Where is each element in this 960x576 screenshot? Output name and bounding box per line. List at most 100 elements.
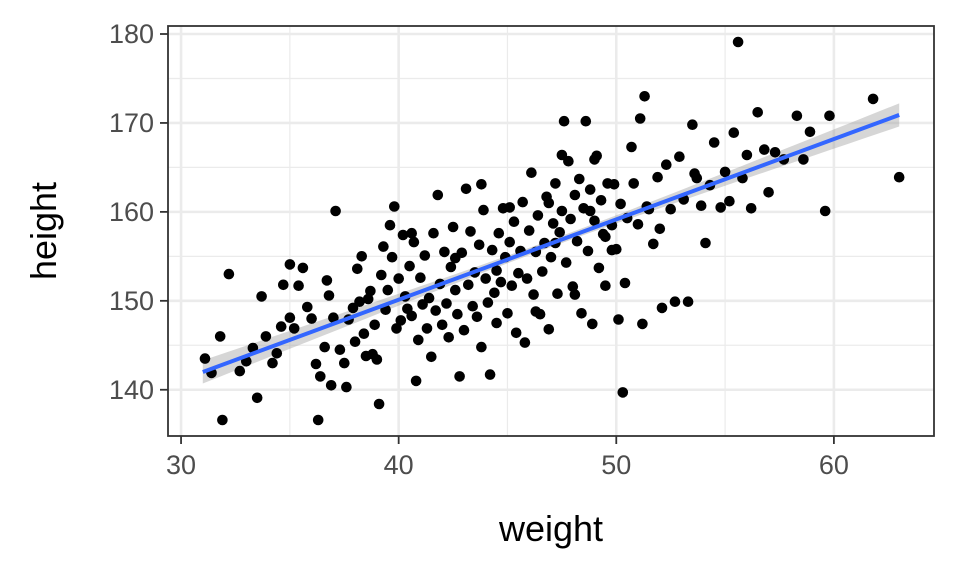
y-tick-label: 150 bbox=[109, 286, 154, 316]
data-point bbox=[695, 200, 707, 211]
data-point bbox=[441, 298, 452, 309]
data-point bbox=[661, 159, 672, 170]
data-point bbox=[306, 313, 317, 324]
data-point bbox=[426, 351, 437, 363]
data-point bbox=[486, 244, 498, 256]
data-point bbox=[378, 241, 389, 252]
data-point bbox=[349, 336, 361, 348]
data-point bbox=[354, 296, 365, 308]
data-point bbox=[600, 280, 611, 292]
data-point bbox=[569, 189, 581, 201]
data-point bbox=[484, 369, 496, 380]
y-tick-label: 160 bbox=[109, 197, 154, 227]
data-point bbox=[389, 201, 400, 212]
data-point bbox=[752, 107, 763, 118]
data-point bbox=[362, 293, 374, 305]
data-point bbox=[543, 197, 555, 209]
data-point bbox=[587, 318, 598, 330]
data-point bbox=[480, 273, 492, 284]
data-point bbox=[613, 314, 624, 325]
y-axis-title: height bbox=[23, 182, 64, 280]
data-point bbox=[560, 257, 572, 268]
data-point bbox=[404, 260, 415, 272]
data-point bbox=[428, 227, 439, 239]
data-point bbox=[584, 205, 596, 217]
data-point bbox=[556, 205, 568, 217]
data-point bbox=[513, 267, 524, 279]
y-tick-label: 170 bbox=[109, 108, 154, 138]
data-point bbox=[430, 305, 442, 316]
data-point bbox=[732, 36, 744, 48]
data-point bbox=[550, 178, 561, 189]
data-point bbox=[628, 178, 639, 189]
data-point bbox=[397, 229, 409, 241]
data-point bbox=[595, 195, 607, 206]
data-point bbox=[504, 236, 515, 248]
data-point bbox=[584, 184, 596, 195]
data-point bbox=[432, 189, 444, 201]
data-point bbox=[819, 205, 831, 217]
data-point bbox=[521, 273, 533, 284]
data-point bbox=[537, 266, 548, 277]
data-point bbox=[508, 216, 520, 227]
data-point bbox=[217, 414, 228, 426]
data-point bbox=[656, 302, 668, 314]
data-point bbox=[284, 259, 296, 270]
data-point bbox=[419, 250, 431, 261]
data-point bbox=[436, 319, 448, 331]
data-point bbox=[439, 246, 450, 258]
data-point bbox=[463, 279, 474, 291]
data-point bbox=[478, 204, 489, 216]
data-point bbox=[495, 276, 507, 288]
data-point bbox=[689, 168, 700, 179]
data-point bbox=[741, 149, 753, 161]
major-grid bbox=[168, 26, 934, 436]
data-point bbox=[543, 324, 555, 335]
data-point bbox=[214, 331, 226, 342]
data-point bbox=[376, 269, 387, 281]
data-point bbox=[356, 250, 368, 262]
data-point bbox=[567, 281, 579, 292]
data-point bbox=[450, 252, 461, 264]
x-tick-label: 40 bbox=[384, 450, 414, 480]
data-point bbox=[556, 149, 568, 161]
data-point bbox=[302, 301, 313, 313]
data-point bbox=[547, 218, 559, 229]
panel-border bbox=[167, 25, 935, 437]
data-point bbox=[271, 348, 283, 359]
data-point bbox=[447, 221, 459, 233]
data-point bbox=[391, 323, 402, 334]
data-point bbox=[606, 244, 618, 256]
data-point bbox=[452, 308, 463, 320]
data-point bbox=[288, 323, 300, 334]
data-point bbox=[325, 380, 337, 391]
data-point bbox=[293, 280, 304, 292]
data-point bbox=[473, 239, 485, 251]
data-point bbox=[315, 371, 326, 382]
data-point bbox=[443, 332, 455, 343]
data-point bbox=[393, 273, 405, 284]
data-point bbox=[330, 205, 341, 217]
data-point bbox=[682, 296, 694, 308]
data-point bbox=[502, 308, 513, 319]
data-point bbox=[769, 147, 781, 158]
data-point bbox=[565, 213, 576, 225]
data-point bbox=[759, 144, 770, 155]
data-point bbox=[532, 210, 544, 221]
data-point bbox=[593, 262, 605, 274]
data-point bbox=[715, 202, 726, 213]
data-point bbox=[589, 215, 600, 227]
data-point bbox=[600, 231, 611, 243]
data-point bbox=[417, 299, 428, 310]
data-point bbox=[406, 227, 418, 239]
x-tick-label: 30 bbox=[166, 450, 196, 480]
data-point bbox=[319, 341, 331, 353]
data-point bbox=[371, 354, 383, 365]
data-point bbox=[382, 284, 394, 296]
data-point bbox=[256, 291, 267, 302]
data-point bbox=[476, 341, 487, 353]
data-point bbox=[615, 198, 626, 210]
data-point bbox=[798, 154, 809, 165]
data-point bbox=[510, 327, 522, 339]
